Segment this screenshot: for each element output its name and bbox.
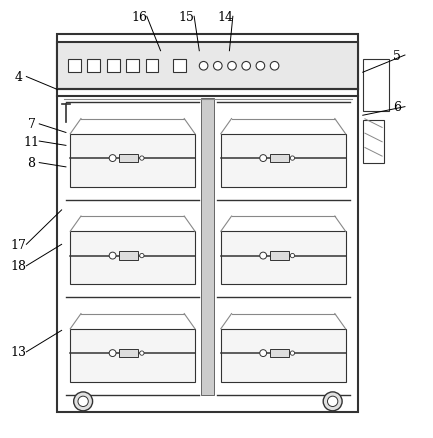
Circle shape [109, 155, 116, 162]
Circle shape [260, 350, 267, 357]
Bar [119, 252, 139, 260]
Circle shape [260, 253, 267, 259]
Text: 8: 8 [28, 157, 36, 170]
Bar [201, 99, 214, 395]
Circle shape [74, 392, 93, 411]
Text: 15: 15 [178, 11, 194, 24]
Circle shape [109, 350, 116, 357]
Circle shape [242, 62, 250, 71]
Circle shape [327, 396, 338, 406]
Text: 17: 17 [11, 238, 26, 251]
Text: 5: 5 [393, 49, 401, 62]
Bar [57, 35, 359, 412]
Bar [70, 232, 195, 285]
Circle shape [228, 62, 236, 71]
Circle shape [323, 392, 342, 411]
Text: 13: 13 [10, 346, 26, 359]
Circle shape [199, 62, 208, 71]
Circle shape [256, 62, 265, 71]
Circle shape [270, 62, 279, 71]
Circle shape [260, 155, 267, 162]
Bar [126, 60, 139, 73]
Bar [270, 349, 289, 357]
Bar [363, 60, 388, 112]
Bar [174, 60, 186, 73]
Text: 11: 11 [23, 135, 39, 148]
Circle shape [140, 351, 144, 356]
Circle shape [78, 396, 88, 406]
Text: 4: 4 [15, 71, 23, 84]
Bar [119, 349, 139, 357]
Bar [70, 329, 195, 382]
Text: 18: 18 [10, 260, 26, 273]
Bar [270, 155, 289, 163]
Text: 6: 6 [393, 101, 401, 114]
Bar [221, 329, 346, 382]
Bar [145, 60, 158, 73]
Circle shape [290, 351, 294, 356]
Circle shape [290, 254, 294, 258]
Bar [70, 134, 195, 187]
Bar [221, 232, 346, 285]
Bar [87, 60, 100, 73]
Circle shape [109, 253, 116, 259]
Bar [57, 43, 359, 90]
Circle shape [140, 156, 144, 161]
Bar [363, 120, 384, 163]
Circle shape [213, 62, 222, 71]
Bar [270, 252, 289, 260]
Text: 7: 7 [28, 118, 36, 131]
Text: 16: 16 [131, 11, 147, 24]
Bar [68, 60, 81, 73]
Circle shape [140, 254, 144, 258]
Circle shape [290, 156, 294, 161]
Bar [107, 60, 120, 73]
Text: 14: 14 [217, 11, 233, 24]
Bar [221, 134, 346, 187]
Bar [119, 155, 139, 163]
